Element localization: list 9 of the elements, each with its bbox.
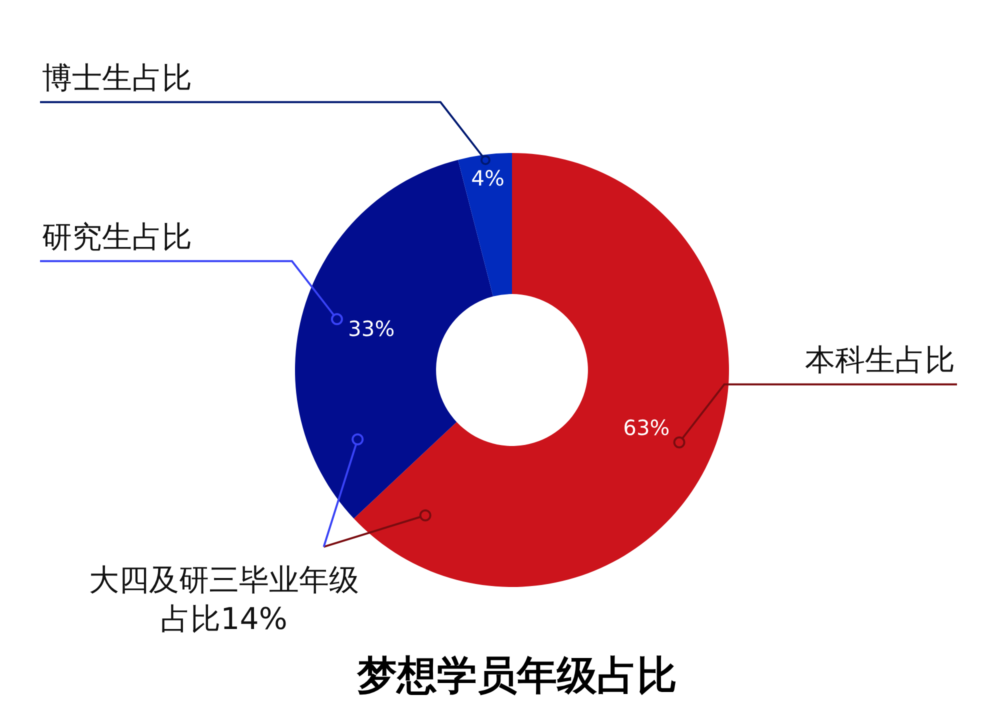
text: 大四及研三毕业年级占比14% xyxy=(89,563,359,637)
data-label: 4% xyxy=(471,166,504,191)
data-label: 33% xyxy=(348,317,395,342)
slice-label: 博士生占比 xyxy=(42,61,192,96)
donut-slice xyxy=(458,153,512,296)
slice-label: 本科生占比 xyxy=(805,343,955,378)
slice-label: 研究生占比 xyxy=(42,220,192,255)
text: 梦想学员年级占比 xyxy=(356,653,678,699)
data-label: 63% xyxy=(623,416,670,440)
